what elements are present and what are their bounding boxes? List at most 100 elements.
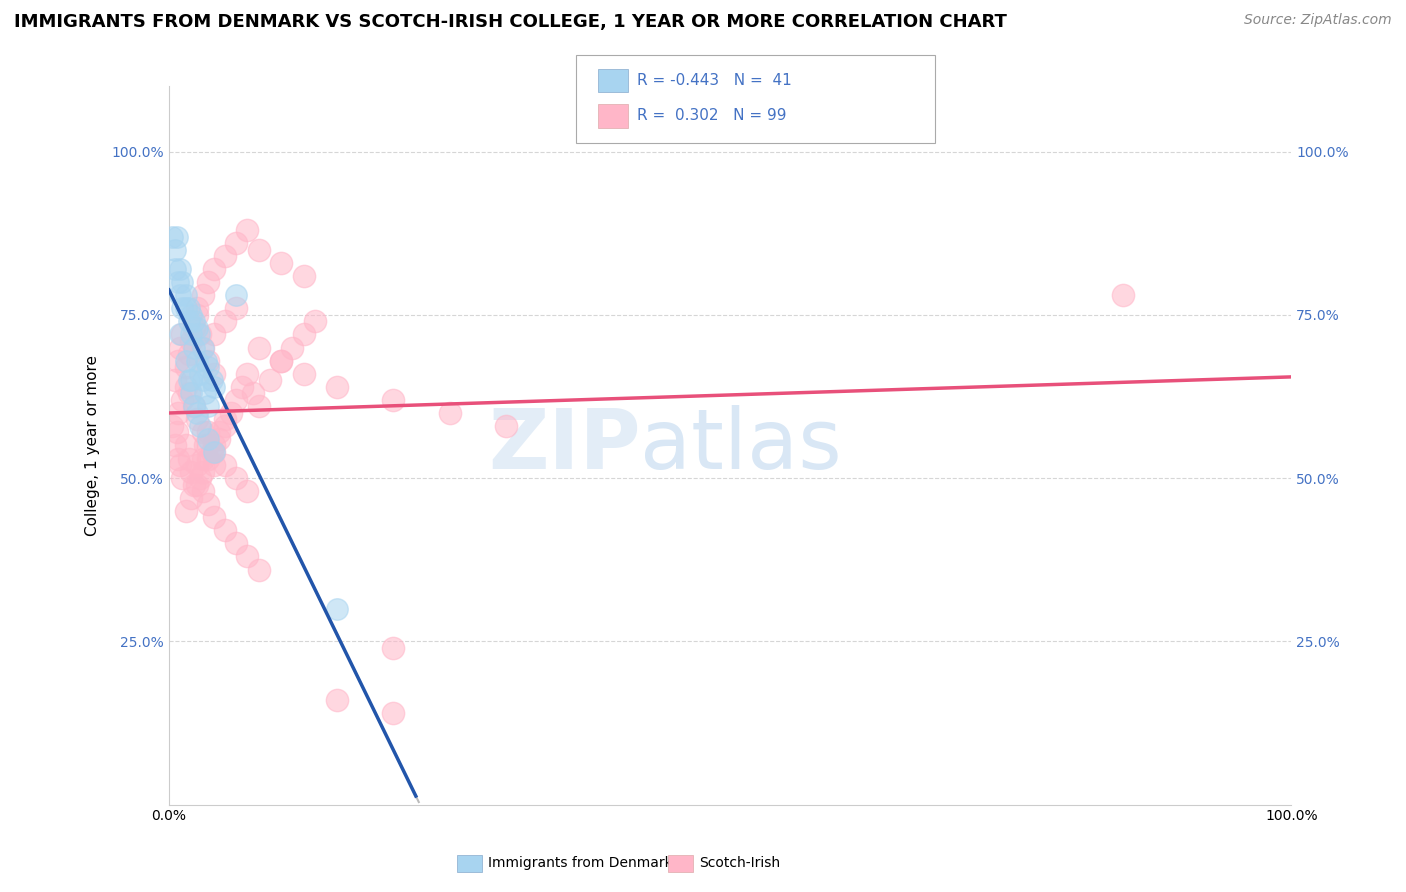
Point [236, 223, 259, 237]
Point [172, 327, 194, 342]
Point [174, 380, 197, 394]
Point [180, 491, 202, 505]
Point [166, 425, 188, 440]
Point [326, 601, 349, 615]
Point [169, 327, 191, 342]
Point [186, 412, 208, 426]
Point [177, 373, 200, 387]
Point [225, 288, 247, 302]
Point [242, 386, 264, 401]
Point [172, 301, 194, 316]
Point [197, 275, 219, 289]
Point [188, 327, 211, 342]
Point [202, 458, 225, 472]
Point [163, 262, 186, 277]
Point [259, 373, 281, 387]
Point [202, 510, 225, 524]
Point [167, 406, 190, 420]
Point [177, 451, 200, 466]
Point [202, 445, 225, 459]
Point [231, 380, 253, 394]
Point [166, 229, 188, 244]
Point [214, 458, 236, 472]
Text: atlas: atlas [640, 405, 842, 486]
Point [270, 255, 292, 269]
Point [270, 353, 292, 368]
Point [174, 353, 197, 368]
Point [186, 406, 208, 420]
Point [162, 418, 184, 433]
Point [169, 458, 191, 472]
Point [202, 327, 225, 342]
Point [180, 386, 202, 401]
Point [382, 640, 405, 655]
Text: Source: ZipAtlas.com: Source: ZipAtlas.com [1244, 13, 1392, 28]
Point [188, 327, 211, 342]
Point [214, 418, 236, 433]
Point [191, 288, 214, 302]
Point [247, 563, 270, 577]
Point [1112, 288, 1135, 302]
Point [163, 373, 186, 387]
Point [202, 438, 225, 452]
Point [167, 275, 190, 289]
Point [197, 360, 219, 375]
Point [247, 243, 270, 257]
Text: ZIP: ZIP [488, 405, 640, 486]
Point [326, 380, 349, 394]
Point [186, 308, 208, 322]
Point [197, 497, 219, 511]
Point [194, 438, 217, 452]
Point [183, 341, 205, 355]
Point [191, 373, 214, 387]
Point [183, 314, 205, 328]
Point [194, 386, 217, 401]
Point [225, 536, 247, 550]
Point [292, 367, 315, 381]
Point [174, 438, 197, 452]
Point [188, 418, 211, 433]
Point [191, 341, 214, 355]
Y-axis label: College, 1 year or more: College, 1 year or more [86, 355, 100, 536]
Text: Immigrants from Denmark: Immigrants from Denmark [488, 856, 672, 871]
Point [194, 353, 217, 368]
Point [382, 706, 405, 721]
Point [326, 693, 349, 707]
Point [219, 406, 242, 420]
Point [236, 367, 259, 381]
Point [225, 392, 247, 407]
Point [186, 353, 208, 368]
Point [197, 425, 219, 440]
Point [214, 249, 236, 263]
Text: R = -0.443   N =  41: R = -0.443 N = 41 [637, 73, 792, 88]
Point [214, 314, 236, 328]
Point [200, 445, 222, 459]
Point [247, 341, 270, 355]
Point [191, 465, 214, 479]
Point [197, 438, 219, 452]
Point [270, 353, 292, 368]
Point [188, 367, 211, 381]
Point [495, 418, 517, 433]
Point [180, 327, 202, 342]
Point [172, 392, 194, 407]
Point [180, 334, 202, 348]
Point [177, 314, 200, 328]
Point [169, 262, 191, 277]
Point [177, 301, 200, 316]
Point [172, 471, 194, 485]
Point [183, 477, 205, 491]
Point [186, 301, 208, 316]
Point [225, 471, 247, 485]
Point [172, 275, 194, 289]
Point [200, 373, 222, 387]
Point [169, 341, 191, 355]
Point [304, 314, 326, 328]
Point [167, 353, 190, 368]
Point [202, 380, 225, 394]
Point [439, 406, 461, 420]
Point [174, 504, 197, 518]
Point [191, 425, 214, 440]
Point [183, 400, 205, 414]
Point [183, 400, 205, 414]
